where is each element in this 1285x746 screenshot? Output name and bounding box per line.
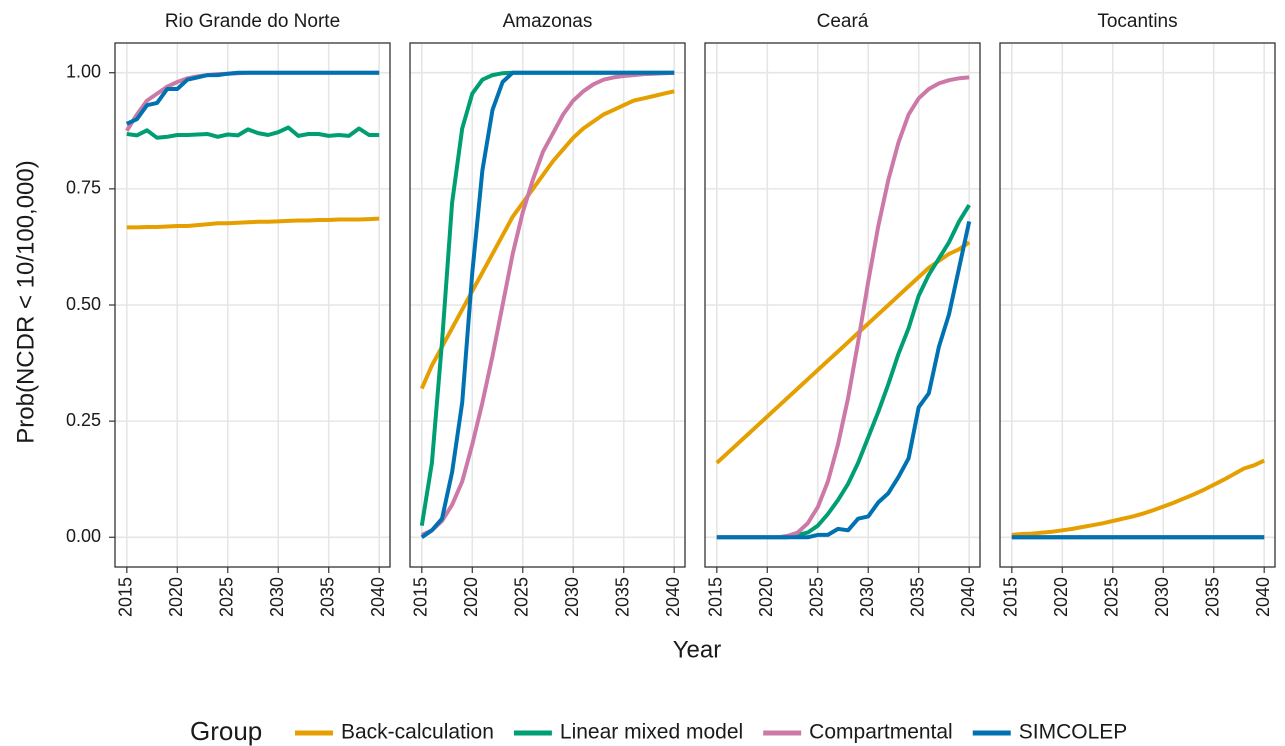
legend-label: Compartmental: [809, 721, 953, 744]
series-line: [420, 70, 675, 539]
x-tick-label: 2040: [1253, 577, 1273, 617]
y-tick-label: 1.00: [66, 61, 101, 81]
x-tick-label: 2040: [368, 577, 388, 617]
x-tick-label: 2035: [612, 577, 632, 617]
series-line: [715, 240, 971, 465]
x-tick-label: 2035: [317, 577, 337, 617]
x-tick-label: 2020: [756, 577, 776, 617]
panel-title: Tocantins: [1097, 11, 1177, 32]
x-tick-label: 2015: [706, 577, 726, 617]
x-tick-label: 2035: [907, 577, 927, 617]
y-axis-label: Prob(NCDR < 10/100,000): [12, 160, 39, 443]
x-tick-label: 2040: [663, 577, 683, 617]
panel-title: Rio Grande do Norte: [165, 11, 340, 32]
x-tick-label: 2025: [807, 577, 827, 617]
x-tick-label: 2030: [1152, 577, 1172, 617]
y-tick-label: 0.00: [66, 526, 101, 546]
x-tick-label: 2020: [166, 577, 186, 617]
panel-title: Ceará: [817, 11, 869, 32]
x-tick-label: 2015: [116, 577, 136, 617]
series-line: [125, 70, 380, 132]
panel-border: [704, 42, 981, 568]
series-line: [126, 216, 380, 230]
x-tick-label: 2020: [1051, 577, 1071, 617]
x-tick-label: 2015: [1001, 577, 1021, 617]
panel-border: [114, 42, 391, 568]
x-tick-label: 2025: [1102, 577, 1122, 617]
y-tick-label: 0.75: [66, 178, 101, 198]
x-tick-label: 2030: [857, 577, 877, 617]
legend-label: Linear mixed model: [560, 721, 743, 744]
x-tick-label: 2035: [1202, 577, 1222, 617]
x-tick-label: 2025: [217, 577, 237, 617]
series-line: [126, 125, 380, 140]
y-tick-label: 0.25: [66, 410, 101, 430]
panel-border: [409, 42, 686, 568]
series-line: [716, 75, 970, 540]
series-line: [420, 70, 675, 537]
panel-title: Amazonas: [503, 11, 593, 32]
x-tick-label: 2040: [958, 577, 978, 617]
legend-title: Group: [190, 716, 262, 746]
y-tick-label: 0.50: [66, 294, 101, 314]
series-line: [1011, 458, 1266, 537]
series-line: [716, 204, 971, 540]
x-tick-label: 2030: [562, 577, 582, 617]
series-line: [125, 70, 380, 126]
x-tick-label: 2030: [267, 577, 287, 617]
x-axis-label: Year: [673, 636, 722, 663]
panel-border: [999, 42, 1276, 568]
x-tick-label: 2020: [461, 577, 481, 617]
series-line: [419, 89, 675, 390]
x-tick-label: 2025: [512, 577, 532, 617]
legend-label: SIMCOLEP: [1019, 721, 1128, 744]
series-line: [716, 220, 972, 540]
legend-label: Back-calculation: [341, 721, 494, 744]
x-tick-label: 2015: [411, 577, 431, 617]
